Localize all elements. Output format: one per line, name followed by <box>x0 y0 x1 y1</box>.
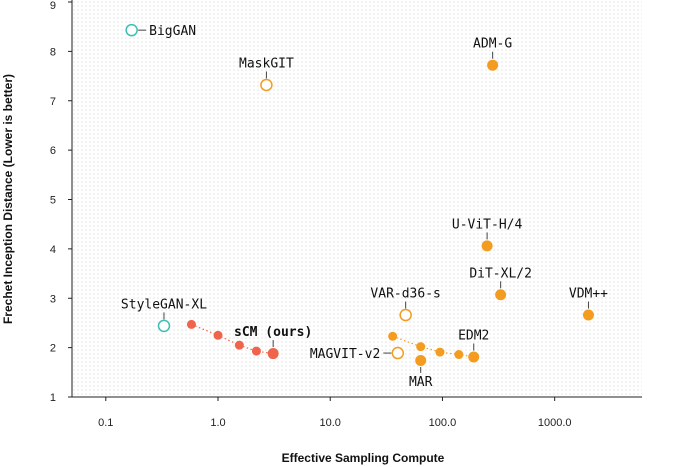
point-labels: BigGAN MaskGIT ADM-G U-ViT-H/4 DiT-XL/2 VDM++… <box>121 24 608 390</box>
y-tick-label: 7 <box>50 96 56 108</box>
series-point <box>186 319 196 329</box>
series-point <box>234 340 244 350</box>
data-point <box>495 289 507 301</box>
axes: 1 2 3 4 5 6 7 8 9 0.1 1.0 10.0 100.0 1000.0 <box>50 0 642 429</box>
data-point <box>125 23 138 37</box>
data-point <box>399 308 412 322</box>
y-tick-label: 4 <box>50 244 56 256</box>
plot-background <box>72 0 642 397</box>
point-label: EDM2 <box>458 329 489 344</box>
x-tick-label: 10.0 <box>320 417 341 429</box>
data-point <box>582 309 594 321</box>
point-label: StyleGAN-XL <box>121 297 207 312</box>
point-label: ADM-G <box>473 37 512 52</box>
point-label: MaskGIT <box>239 56 294 71</box>
x-tick-label: 0.1 <box>98 417 113 429</box>
y-tick-label: 8 <box>50 46 56 58</box>
y-tick-label: 9 <box>50 0 56 12</box>
point-label: DiT-XL/2 <box>469 266 532 281</box>
x-tick-label: 1000.0 <box>538 417 572 429</box>
y-tick-label: 2 <box>50 343 56 355</box>
x-tick-label: 1.0 <box>210 417 225 429</box>
series-point <box>251 346 261 356</box>
point-label: VDM++ <box>569 287 608 302</box>
series-point <box>454 350 464 360</box>
point-label: MAGVIT-v2 <box>310 347 380 362</box>
point-label: sCM (ours) <box>234 325 312 340</box>
point-label: VAR-d36-s <box>370 287 440 302</box>
series-point <box>213 330 223 340</box>
y-tick-label: 5 <box>50 195 56 207</box>
point-label: MAR <box>409 375 433 390</box>
point-label: U-ViT-H/4 <box>452 217 523 232</box>
markers <box>125 23 594 366</box>
y-tick-label: 6 <box>50 145 56 157</box>
data-point <box>487 59 499 71</box>
data-point <box>481 240 493 252</box>
x-axis-title: Effective Sampling Compute <box>282 451 445 465</box>
data-point <box>260 78 273 92</box>
data-point <box>157 319 171 333</box>
series-point <box>416 342 426 352</box>
data-point <box>267 348 279 360</box>
x-tick-label: 100.0 <box>429 417 457 429</box>
point-label: BigGAN <box>149 24 196 39</box>
series-point <box>388 331 398 341</box>
data-point <box>415 354 427 366</box>
y-tick-label: 3 <box>50 293 56 305</box>
y-axis-title: Frechet Inception Distance (Lower is bet… <box>1 74 15 324</box>
data-point <box>391 346 405 360</box>
series-point <box>435 347 445 357</box>
y-tick-label: 1 <box>50 392 56 404</box>
data-point <box>468 351 480 363</box>
